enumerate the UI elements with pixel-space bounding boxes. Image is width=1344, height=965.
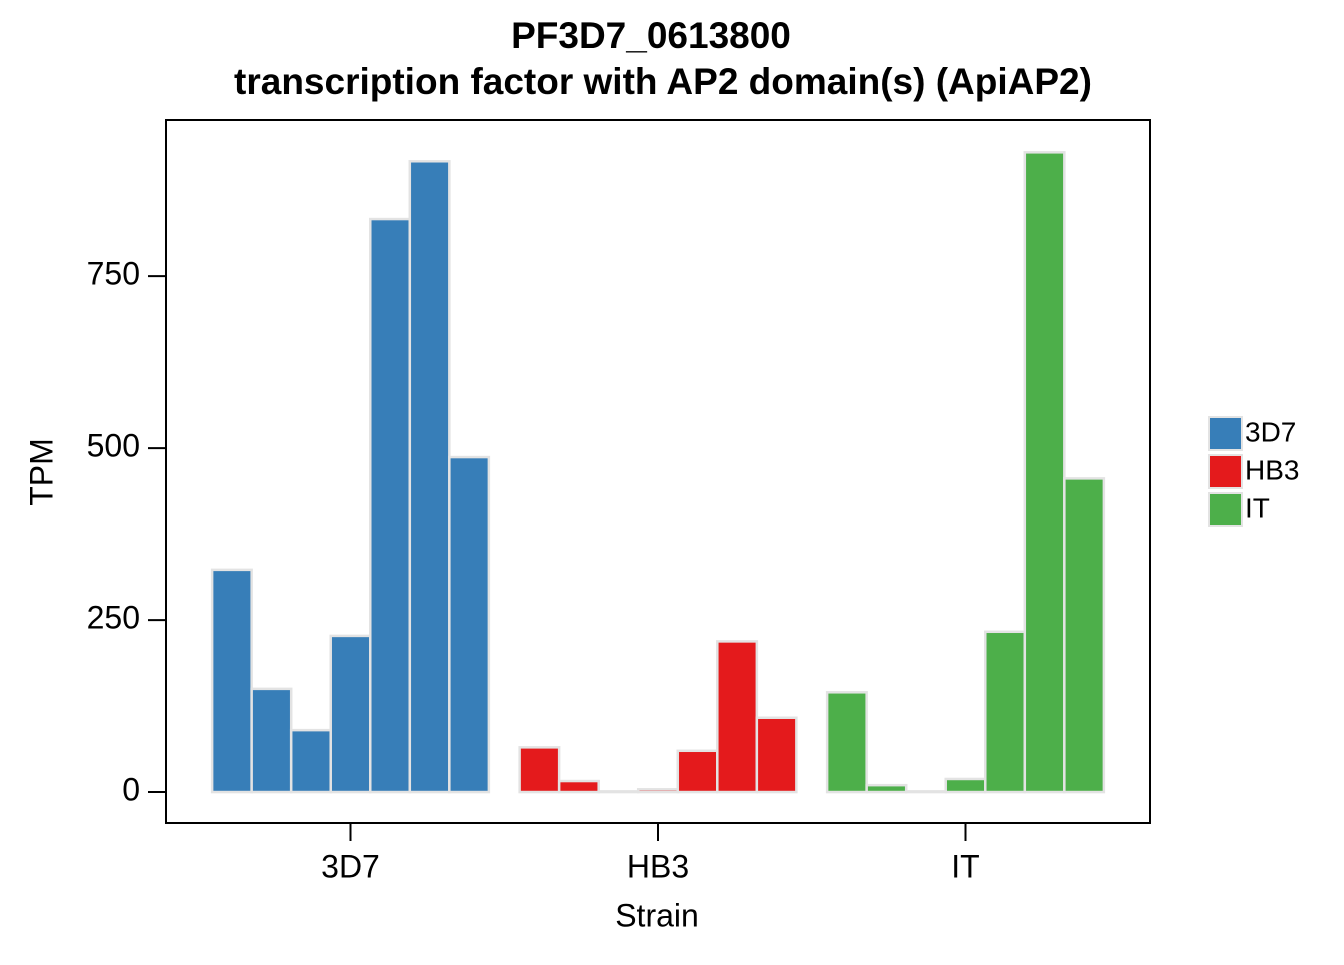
bar [1063,477,1106,794]
bar [557,779,600,794]
legend-swatch [1208,416,1243,451]
bar [984,630,1027,794]
bar [825,691,868,794]
legend-label: 3D7 [1245,416,1296,447]
bar [755,716,798,794]
bar [944,777,987,794]
x-tick-label: IT [951,848,979,884]
bar [448,455,491,794]
bar [904,790,947,794]
x-tick-label: 3D7 [321,848,380,884]
bar [865,783,908,794]
bar [676,749,719,794]
chart-subtitle: transcription factor with AP2 domain(s) … [234,61,1092,102]
legend-swatch [1208,492,1243,527]
bar [289,728,332,794]
x-axis-label: Strain [615,897,699,933]
bar [1023,151,1066,794]
bar [369,217,412,794]
y-tick-label: 250 [87,600,140,636]
chart-title: PF3D7_0613800 [511,15,791,56]
legend-swatch [1208,454,1243,489]
bar [636,788,680,794]
x-tick-label: HB3 [627,848,689,884]
y-axis-label: TPM [23,438,59,506]
bar [716,640,759,794]
bar [210,568,253,794]
y-tick-label: 750 [87,256,140,292]
y-tick-label: 500 [87,428,140,464]
legend-label: IT [1245,492,1270,523]
bar [329,634,372,794]
legend-label: HB3 [1245,454,1299,485]
bar [597,790,640,794]
bar [518,746,561,794]
bar [408,160,451,794]
bar [250,687,293,794]
y-tick-label: 0 [122,771,140,807]
